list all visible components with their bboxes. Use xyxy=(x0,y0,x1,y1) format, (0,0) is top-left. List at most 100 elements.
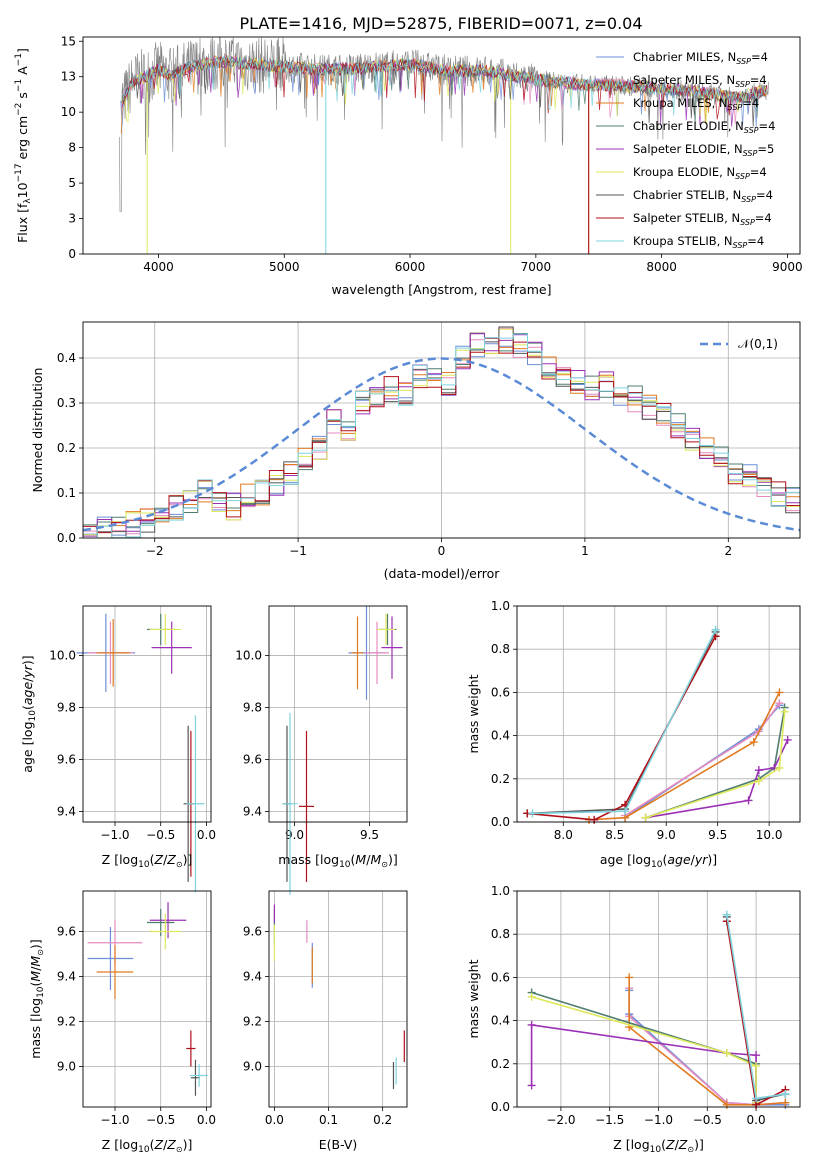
spectrum-ytick-label: 10 xyxy=(61,105,76,119)
z-vs-weight-series-marker xyxy=(527,1020,536,1029)
age-vs-weight-xtick-label: 8.0 xyxy=(554,828,573,842)
z-vs-mass-ytick-label: 9.2 xyxy=(57,1015,76,1029)
mass-vs-age-ytick-label: 9.8 xyxy=(243,700,262,714)
z-vs-weight-ytick-label: 0.6 xyxy=(491,970,510,984)
age-vs-weight-series-marker xyxy=(744,796,753,805)
z-vs-weight-series-marker xyxy=(752,1051,761,1060)
spectrum-ytick-label: 13 xyxy=(61,70,76,84)
z-vs-age-ytick-label: 9.6 xyxy=(57,753,76,767)
z-vs-weight-ylabel: mass weight xyxy=(466,959,481,1038)
age-vs-weight-series-marker xyxy=(590,815,599,824)
ebv-vs-mass-ytick-label: 9.4 xyxy=(243,970,262,984)
age-vs-weight-series-marker xyxy=(775,699,784,708)
z-vs-weight-xtick-label: −1.5 xyxy=(595,1113,624,1127)
age-vs-weight-series-line xyxy=(532,629,717,815)
age-vs-weight-xtick-label: 9.0 xyxy=(657,828,676,842)
spectrum-ytick-label: 5 xyxy=(68,176,76,190)
age-vs-weight-series-marker xyxy=(749,738,758,747)
age-vs-weight-axes-frame xyxy=(516,605,801,823)
mass-vs-age-ytick-label: 9.4 xyxy=(243,805,262,819)
normal-distribution-curve xyxy=(82,357,801,532)
age-vs-weight-ytick-label: 1.0 xyxy=(491,599,510,613)
z-vs-weight-xtick-label: 0.0 xyxy=(747,1113,766,1127)
residuals-ylabel: Normed distribution xyxy=(30,368,45,493)
ebv-vs-mass-ytick-label: 9.0 xyxy=(243,1060,262,1074)
chart-layer: 4000 5000 6000 7000 8000 90000358101315wavele… xyxy=(14,34,803,1155)
spectrum-ylabel: Flux [fλ10−17 erg cm−2 s−1 A−1] xyxy=(14,48,33,243)
z-vs-age-ylabel: age [log10(age/yr)] xyxy=(20,655,38,772)
z-vs-weight-series-marker xyxy=(527,1081,536,1090)
z-vs-weight-ytick-label: 0.8 xyxy=(491,927,510,941)
mass-vs-age-axes-frame xyxy=(268,605,408,823)
z-vs-weight-xtick-label: −2.0 xyxy=(546,1113,575,1127)
age-vs-weight-ytick-label: 0.6 xyxy=(491,685,510,699)
residuals-xtick-label: −2 xyxy=(146,544,164,558)
residual-histogram-step xyxy=(83,337,800,534)
mass-vs-age-ytick-label: 9.6 xyxy=(243,753,262,767)
z-vs-age-ytick-label: 10.0 xyxy=(49,648,76,662)
age-vs-weight-series-marker xyxy=(780,707,789,716)
z-vs-weight-xtick-label: −0.5 xyxy=(693,1113,722,1127)
spectrum-axes-frame xyxy=(82,36,801,255)
legend-entry: Salpeter ELODIE, NSSP=5 xyxy=(633,142,774,158)
age-vs-weight-series-marker xyxy=(621,807,630,816)
residuals-axes-frame xyxy=(82,321,801,539)
spectrum-ytick-label: 15 xyxy=(61,34,76,48)
z-vs-weight-series-marker xyxy=(722,1100,731,1109)
residuals-ytick-label: 0.1 xyxy=(57,486,76,500)
ebv-vs-mass-ytick-label: 9.6 xyxy=(243,925,262,939)
z-vs-weight-ytick-label: 0.2 xyxy=(491,1057,510,1071)
age-vs-weight-ytick-label: 0.8 xyxy=(491,642,510,656)
age-vs-weight-xlabel: age [log10(age/yr)] xyxy=(600,852,717,870)
residuals-ytick-label: 0.3 xyxy=(57,396,76,410)
legend-entry: Chabrier ELODIE, NSSP=4 xyxy=(633,119,775,135)
age-vs-weight-series-line xyxy=(527,635,717,821)
legend-entry: Chabrier MILES, NSSP=4 xyxy=(633,50,768,66)
figure-title: PLATE=1416, MJD=52875, FIBERID=0071, z=0… xyxy=(239,14,642,33)
spectrum-ytick-label: 0 xyxy=(68,247,76,261)
spectrum-model-line xyxy=(122,55,768,116)
z-vs-age-ytick-label: 9.8 xyxy=(57,700,76,714)
z-vs-weight-ytick-label: 0.0 xyxy=(491,1100,510,1114)
legend-entry: Kroupa STELIB, NSSP=4 xyxy=(633,234,764,250)
age-vs-weight-ytick-label: 0.0 xyxy=(491,815,510,829)
z-vs-weight-series-line xyxy=(531,996,757,1103)
z-vs-mass-axes-frame xyxy=(82,890,212,1108)
z-vs-age-ytick-label: 9.4 xyxy=(57,805,76,819)
z-vs-mass-xtick-label: −0.5 xyxy=(146,1113,175,1127)
spectrum-ytick-label: 3 xyxy=(68,212,76,226)
residuals-xlabel: (data-model)/error xyxy=(384,566,501,581)
residuals-ytick-label: 0.2 xyxy=(57,441,76,455)
age-vs-weight-series-marker xyxy=(754,776,763,785)
spectrum-xtick-label: 8000 xyxy=(646,260,677,274)
mass-vs-age-xlabel: mass [log10(M/M⊙)] xyxy=(278,852,397,870)
z-vs-mass-xlabel: Z [log10(Z/Z⊙)] xyxy=(102,1137,193,1155)
ebv-vs-mass-xtick-label: 0.1 xyxy=(319,1113,338,1127)
age-vs-weight-ytick-label: 0.2 xyxy=(491,772,510,786)
age-vs-weight-series-line xyxy=(645,707,786,819)
ebv-vs-mass-axes-frame xyxy=(268,890,408,1108)
spectrum-xtick-label: 9000 xyxy=(772,260,803,274)
residuals-xtick-label: −1 xyxy=(289,544,307,558)
z-vs-weight-series-marker xyxy=(722,1049,731,1057)
residuals-ytick-label: 0.0 xyxy=(57,531,76,545)
age-vs-weight-series-line xyxy=(527,631,717,815)
z-vs-weight-series-marker xyxy=(527,992,536,1001)
age-vs-weight-xtick-label: 10.0 xyxy=(756,828,783,842)
z-vs-weight-series-line xyxy=(531,991,757,1103)
z-vs-mass-ytick-label: 9.4 xyxy=(57,970,76,984)
z-vs-weight-series-marker xyxy=(625,973,634,982)
z-vs-weight-axes-frame xyxy=(516,890,801,1108)
legend-entry: Kroupa MILES, NSSP=4 xyxy=(633,96,759,112)
age-vs-weight-series-marker xyxy=(754,766,763,775)
legend-entry: Salpeter MILES, NSSP=4 xyxy=(633,73,767,89)
age-vs-weight-series-marker xyxy=(711,625,720,634)
age-vs-weight-series-marker xyxy=(775,764,784,772)
mass-vs-age-xtick-label: 9.5 xyxy=(360,828,379,842)
age-vs-weight-ylabel: mass weight xyxy=(466,674,481,753)
age-vs-weight-series-marker xyxy=(775,688,784,697)
ebv-vs-mass-ytick-label: 9.2 xyxy=(243,1015,262,1029)
z-vs-mass-ytick-label: 9.0 xyxy=(57,1060,76,1074)
z-vs-mass-ylabel: mass [log10(M/M⊙)] xyxy=(28,939,46,1058)
